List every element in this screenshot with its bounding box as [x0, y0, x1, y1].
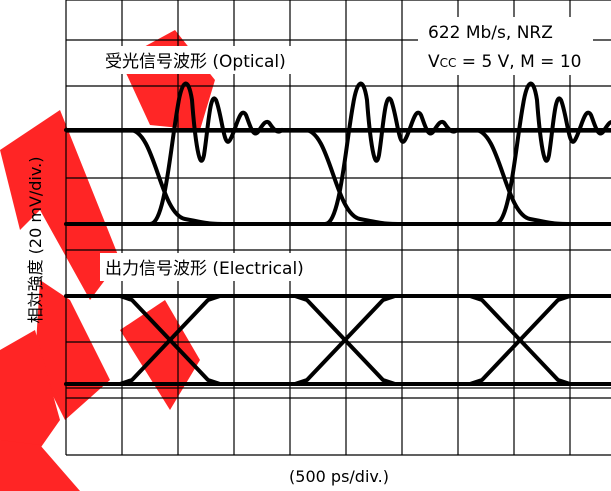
optical-rising-edge: [493, 81, 611, 226]
traces: [64, 81, 611, 386]
optical-rising-edge: [148, 81, 284, 226]
condition-annotation: VCC = 5 V, M = 10: [428, 52, 581, 72]
electrical-series-label: 出力信号波形 (Electrical): [105, 259, 304, 279]
optical-falling-edge: [303, 128, 407, 226]
optical-label-bg: [100, 46, 320, 74]
optical-series-label: 受光信号波形 (Optical): [105, 52, 286, 72]
electrical-label-bg: [100, 253, 345, 281]
optical-falling-edge: [473, 128, 577, 226]
electrical-rising-edge: [293, 294, 397, 386]
electrical-rising-edge: [118, 294, 222, 386]
rate-annotation: 622 Mb/s, NRZ: [428, 23, 553, 43]
electrical-rising-edge: [468, 294, 572, 386]
annotation-bg: [418, 17, 593, 75]
optical-rising-edge: [323, 81, 459, 226]
y-axis-label: 相対強度 (20 mV/div.): [26, 157, 45, 324]
x-axis-label: (500 ps/div.): [289, 467, 389, 486]
optical-falling-edge: [128, 128, 232, 226]
